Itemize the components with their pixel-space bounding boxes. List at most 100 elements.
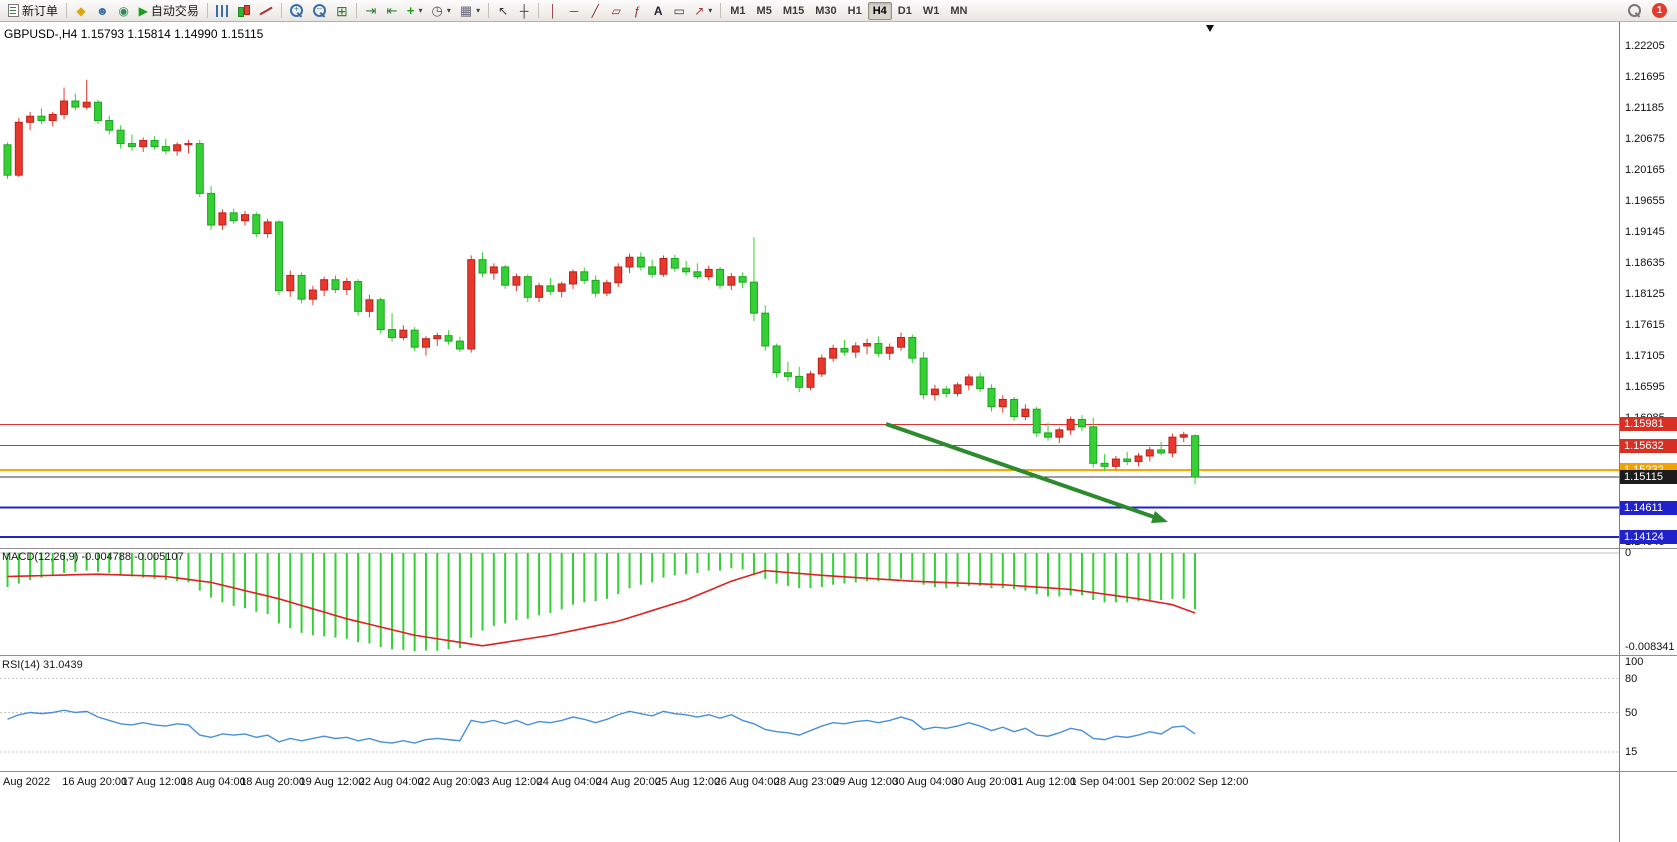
price-axis-label: 1.17615 (1625, 319, 1665, 331)
time-axis-label: 29 Aug 12:00 (833, 776, 899, 788)
price-axis-label: 1.22205 (1625, 40, 1665, 52)
zoom-out-icon (312, 3, 327, 18)
community-button[interactable]: ☻ (92, 1, 113, 21)
indicators-button[interactable]: + ▾ (403, 1, 427, 21)
chart-shift-marker[interactable] (1206, 25, 1214, 32)
chart-line-icon (259, 4, 273, 17)
price-axis-label: 1.17105 (1625, 350, 1665, 362)
chart-bars-button[interactable] (212, 1, 232, 21)
chart-shift-icon: ⇤ (386, 3, 398, 18)
templates-button[interactable]: ▦ ▾ (456, 1, 484, 21)
macd-signal-line (7, 569, 1196, 647)
fibonacci-icon: ƒ (633, 3, 641, 18)
timeframe-m1-button[interactable]: M1 (730, 4, 746, 17)
time-axis-label: 24 Aug 04:00 (536, 776, 602, 788)
chart-plot[interactable]: GBPUSD-,H4 1.15793 1.15814 1.14990 1.151… (0, 22, 1619, 842)
support-button[interactable]: ◉ (114, 1, 134, 21)
timeframe-m5-button[interactable]: M5 (756, 4, 772, 17)
channel-icon: ▱ (611, 3, 621, 18)
macd-indicator (0, 552, 1619, 651)
auto-scroll-icon: ⇥ (365, 3, 377, 18)
macd-name: MACD(12,26,9) (2, 551, 79, 563)
search-icon[interactable] (1628, 3, 1642, 18)
timeframe-h4-button[interactable]: H4 (867, 1, 892, 20)
time-axis-label: 23 Aug 12:00 (477, 776, 543, 788)
toolbar-separator (66, 3, 68, 18)
trend-arrow[interactable] (885, 422, 1168, 523)
toolbar-separator (720, 3, 722, 18)
crosshair-icon: ┼ (519, 3, 529, 18)
timeframe-m30-button[interactable]: M30 (815, 4, 837, 17)
chart-region: GBPUSD-,H4 1.15793 1.15814 1.14990 1.151… (0, 22, 1677, 842)
tile-windows-button[interactable]: ⊞ (332, 1, 352, 21)
time-axis-label: 22 Aug 20:00 (418, 776, 483, 788)
templates-icon: ▦ (459, 3, 473, 18)
price-axis[interactable]: 1.22205 1.21695 1.21185 1.20675 1.20165 1.196… (1619, 22, 1677, 842)
panel-separator[interactable] (0, 655, 1677, 656)
rsi-indicator (0, 678, 1619, 753)
tile-windows-icon: ⊞ (336, 2, 348, 19)
crosshair-button[interactable]: ┼ (514, 1, 534, 21)
price-axis-label: 1.20675 (1625, 133, 1665, 145)
toolbar-separator (538, 3, 540, 18)
timeframe-h1-button[interactable]: H1 (847, 4, 862, 17)
mql-icon: ◆ (76, 3, 86, 18)
label-button[interactable]: ▭ (669, 1, 689, 21)
text-button[interactable]: A (648, 1, 668, 21)
time-axis-label: 31 Aug 12:00 (1011, 776, 1076, 788)
chart-candles-button[interactable] (233, 1, 254, 21)
macd-label: MACD(12,26,9) -0.004788 -0.005107 (2, 551, 184, 563)
panel-separator[interactable] (0, 771, 1677, 772)
chart-shift-button[interactable]: ⇤ (382, 1, 402, 21)
new-order-icon (8, 4, 19, 17)
rsi-axis-label: 15 (1625, 746, 1638, 759)
toolbar-right: 1 (1628, 3, 1673, 18)
chart-line-button[interactable] (255, 1, 277, 21)
price-axis-label: 1.19655 (1625, 195, 1665, 207)
timeframe-mn-button[interactable]: MN (950, 4, 968, 17)
time-axis-label: 30 Aug 20:00 (951, 776, 1017, 788)
trendline-button[interactable]: ╱ (585, 1, 605, 21)
vline-button[interactable]: │ (543, 1, 563, 21)
candles-layer (3, 79, 1200, 485)
zoom-out-button[interactable] (309, 1, 331, 21)
trendline-icon: ╱ (591, 3, 599, 18)
symbol-period-label: GBPUSD-,H4 (4, 27, 78, 41)
toolbar-separator (280, 3, 282, 18)
auto-scroll-button[interactable]: ⇥ (361, 1, 381, 21)
price-axis-label: 1.19145 (1625, 226, 1665, 238)
time-axis-label: 25 Aug 12:00 (655, 776, 721, 788)
time-axis-label: 28 Aug 23:00 (773, 776, 839, 788)
zoom-in-icon (289, 3, 304, 18)
rsi-name: RSI(14) (2, 659, 40, 671)
hline-button[interactable]: ─ (564, 1, 584, 21)
periods-button[interactable]: ◷ ▾ (428, 1, 455, 21)
macd-axis-label: -0.008341 (1625, 641, 1675, 653)
price-tag: 1.15115 (1620, 469, 1677, 484)
zoom-in-button[interactable] (286, 1, 308, 21)
timeframe-m15-button[interactable]: M15 (782, 4, 805, 17)
price-axis-label: 1.18125 (1625, 288, 1665, 300)
autotrading-button[interactable]: ▶ 自动交易 (135, 1, 203, 21)
timeframe-w1-button[interactable]: W1 (922, 4, 940, 17)
time-axis-label: 18 Aug 04:00 (180, 776, 246, 788)
time-axis-label: Aug 2022 (3, 776, 51, 788)
fibonacci-button[interactable]: ƒ (627, 1, 647, 21)
price-axis-label: 1.20165 (1625, 164, 1665, 176)
notification-badge[interactable]: 1 (1652, 3, 1667, 18)
panel-separator[interactable] (0, 548, 1677, 549)
time-axis-label: 17 Aug 12:00 (121, 776, 187, 788)
mql-button[interactable]: ◆ (71, 1, 91, 21)
macd-axis-label: 0 (1625, 547, 1632, 559)
new-order-button[interactable]: 新订单 (4, 1, 62, 21)
toolbar-separator (355, 3, 357, 18)
chart-canvas[interactable] (0, 22, 1619, 842)
timeframe-d1-button[interactable]: D1 (897, 4, 912, 17)
macd-values: -0.004788 -0.005107 (81, 551, 184, 563)
arrows-button[interactable]: ↗ ▾ (690, 1, 716, 21)
time-axis-label: 18 Aug 20:00 (240, 776, 306, 788)
rsi-axis-label: 80 (1625, 672, 1638, 685)
channel-button[interactable]: ▱ (606, 1, 626, 21)
cursor-button[interactable]: ↖ (493, 1, 513, 21)
toolbar: 新订单 ◆ ☻◉▶自动交易 ⊞ ⇥ ⇤ +▾◷▾▦▾ ↖ ┼ │─ ╱ ▱ ƒA▭↗▾ M1 M5 M15 M3… (0, 0, 1677, 22)
